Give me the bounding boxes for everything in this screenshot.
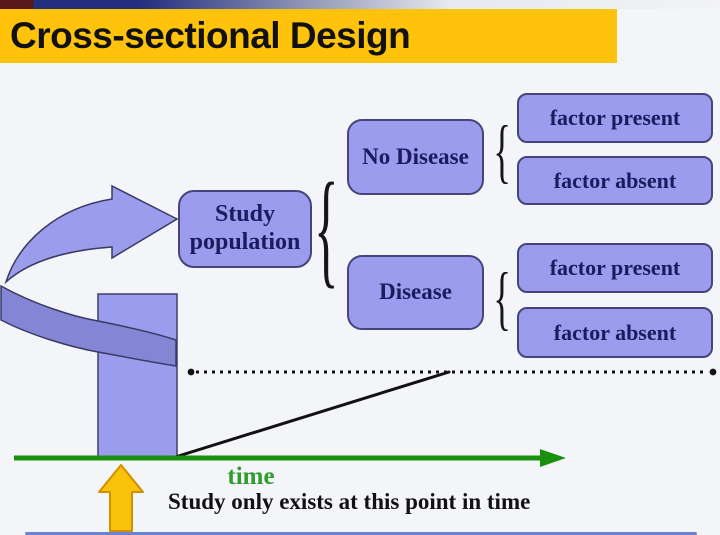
up-arrow-icon	[98, 464, 144, 532]
title-bar: Cross-sectional Design	[0, 9, 617, 63]
no-disease-factor-absent-box: factor absent	[517, 156, 713, 205]
no-disease-box: No Disease	[347, 119, 484, 195]
time-axis-arrowhead-icon	[540, 449, 566, 467]
disease-split-brace: {	[493, 257, 511, 337]
population-split-brace: {	[313, 154, 339, 300]
no-disease-split-brace: {	[493, 110, 511, 190]
dotted-line-start-dot	[187, 368, 195, 376]
study-point-bar	[97, 293, 178, 458]
disease-box: Disease	[347, 255, 484, 330]
curved-arrow-icon	[4, 184, 179, 285]
top-decorative-strip	[0, 0, 720, 9]
disease-factor-absent-box: factor absent	[517, 307, 713, 358]
study-population-box: Study population	[178, 190, 312, 268]
diagonal-line	[170, 370, 451, 460]
timeline-caption: Study only exists at this point in time	[168, 489, 531, 514]
time-axis-label: time	[227, 463, 275, 490]
no-disease-factor-present-box: factor present	[517, 93, 713, 143]
dotted-line-end-dot	[709, 368, 717, 376]
bottom-decorative-line	[25, 532, 697, 535]
disease-factor-present-box: factor present	[517, 243, 713, 293]
curved-arrow-lower-band-icon	[0, 284, 177, 367]
page-title: Cross-sectional Design	[10, 15, 411, 56]
